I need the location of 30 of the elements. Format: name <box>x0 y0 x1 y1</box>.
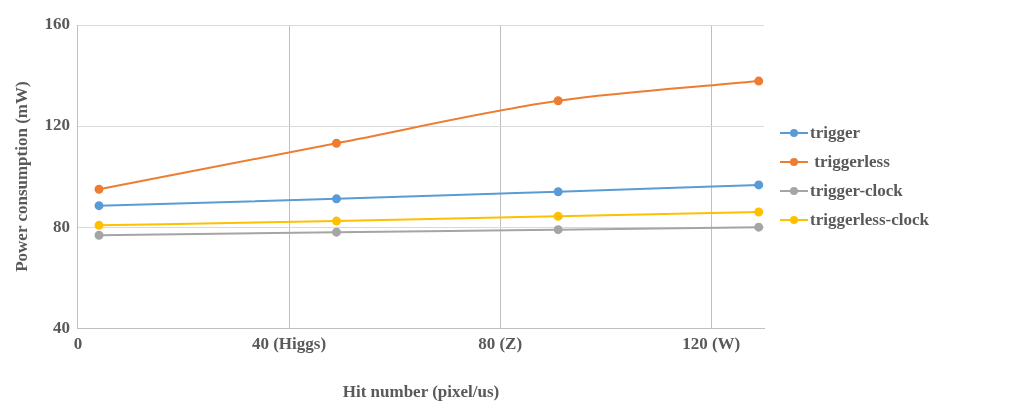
point <box>94 230 104 240</box>
y-tick-label: 80 <box>52 216 70 236</box>
point <box>553 211 563 221</box>
point <box>553 225 563 235</box>
x-tick-label: 80 (Z) <box>478 333 523 353</box>
point <box>94 220 104 230</box>
point <box>332 138 342 148</box>
y-tick-label: 40 <box>52 317 70 337</box>
legend-label: triggerless-clock <box>810 209 929 230</box>
point <box>332 194 342 204</box>
point <box>94 184 104 194</box>
legend-label: trigger <box>810 122 861 143</box>
x-tick-label: 40 (Higgs) <box>251 333 327 353</box>
point <box>94 201 104 211</box>
x-axis-title: Hit number (pixel/us) <box>342 382 500 402</box>
y-tick-label: 120 <box>44 115 70 135</box>
point <box>332 216 342 226</box>
point <box>553 187 563 197</box>
point <box>754 222 764 232</box>
point <box>754 180 764 190</box>
y-axis-title: Power consumption (mW) <box>11 81 31 272</box>
legend-label: trigger-clock <box>810 180 903 201</box>
point <box>754 207 764 217</box>
point <box>553 96 563 106</box>
point <box>332 227 342 237</box>
x-tick-label: 120 (W) <box>682 333 741 353</box>
point <box>754 76 764 86</box>
y-tick-label: 160 <box>44 14 70 34</box>
x-tick-label: 0 <box>73 333 83 353</box>
legend-label: triggerless <box>813 151 890 172</box>
